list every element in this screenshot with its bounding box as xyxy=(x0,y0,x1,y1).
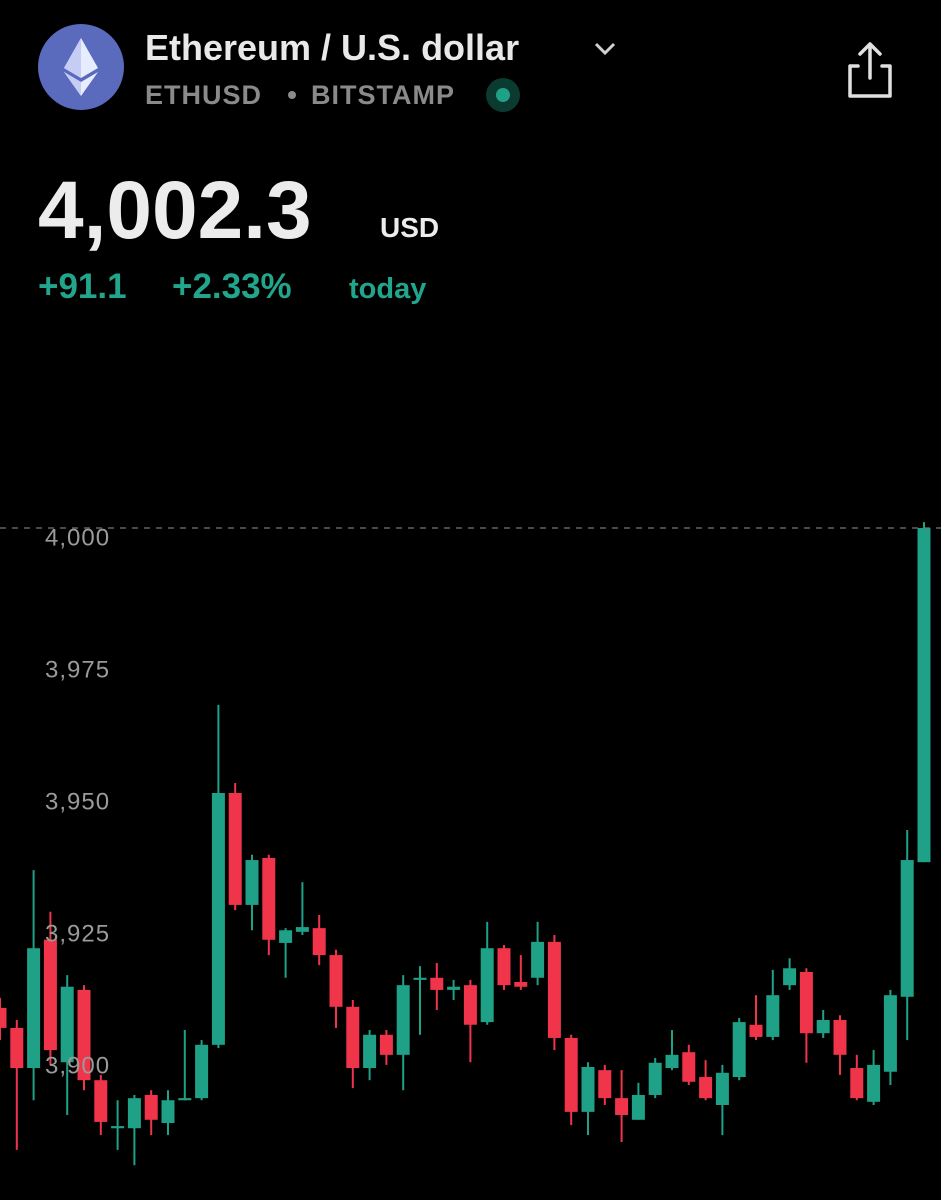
candle-body xyxy=(497,948,511,986)
candle-body xyxy=(228,792,242,905)
candle-body xyxy=(178,1098,192,1101)
share-button[interactable] xyxy=(848,42,892,98)
candle-body xyxy=(547,941,561,1038)
symbol-title[interactable]: Ethereum / U.S. dollar xyxy=(145,27,519,68)
candle-body xyxy=(514,981,528,987)
candle-body xyxy=(447,986,461,990)
y-tick-label: 4,000 xyxy=(45,524,110,551)
candle-body xyxy=(10,1027,24,1069)
price-change: +91.1 xyxy=(38,267,127,306)
candle-body xyxy=(648,1062,662,1095)
candle-body xyxy=(346,1006,360,1069)
candle-body xyxy=(749,1024,763,1037)
separator-dot xyxy=(288,91,296,99)
candle-body xyxy=(195,1044,209,1099)
candle-body xyxy=(598,1070,612,1099)
candle-body xyxy=(245,860,259,905)
candle-body xyxy=(211,792,225,1045)
candle-body xyxy=(27,948,41,1069)
candle-body xyxy=(783,968,797,986)
candle-body xyxy=(43,939,57,1051)
candle-body xyxy=(279,930,293,943)
dropdown-chevron[interactable] xyxy=(594,42,616,56)
candle-body xyxy=(631,1094,645,1120)
candle-body xyxy=(295,927,309,932)
candle-body xyxy=(363,1034,377,1069)
candle-body xyxy=(77,989,91,1081)
candle-body xyxy=(833,1020,847,1055)
candle-body xyxy=(682,1052,696,1082)
last-price: 4,002.3 xyxy=(38,165,312,256)
candle-body xyxy=(111,1126,125,1129)
candle-body xyxy=(413,977,427,980)
candle-body xyxy=(665,1054,679,1069)
candle-body xyxy=(262,857,276,940)
change-period: today xyxy=(349,273,426,305)
candle-body xyxy=(463,985,477,1025)
candle-body xyxy=(766,995,780,1037)
percent-change: +2.33% xyxy=(172,267,292,306)
candle-body xyxy=(480,948,494,1023)
candle-body xyxy=(850,1068,864,1099)
candle-body xyxy=(379,1034,393,1055)
candle-body xyxy=(699,1077,713,1099)
coin-icon xyxy=(38,24,124,110)
candle-body xyxy=(127,1098,141,1129)
candle-body xyxy=(430,977,444,990)
candle-body xyxy=(144,1094,158,1120)
price-chart: 4,000 3,975 3,950 3,925 3,900 xyxy=(0,522,941,1166)
y-tick-label: 3,900 xyxy=(45,1052,110,1079)
candle-body xyxy=(715,1072,729,1106)
y-tick-label: 3,925 xyxy=(45,920,110,947)
currency: USD xyxy=(380,212,439,243)
status-dot xyxy=(496,88,510,102)
candle-body xyxy=(581,1066,595,1112)
candle-body xyxy=(816,1020,830,1034)
candle-body xyxy=(60,986,74,1063)
candle-body xyxy=(799,971,813,1034)
candle-body xyxy=(396,985,410,1055)
candle-body xyxy=(883,995,897,1072)
candle-body xyxy=(867,1064,881,1102)
candle-body xyxy=(900,860,914,997)
candle-body xyxy=(94,1080,108,1122)
candle-body xyxy=(0,1007,7,1028)
y-tick-label: 3,950 xyxy=(45,788,110,815)
candle-body xyxy=(329,955,343,1007)
candle-body xyxy=(615,1098,629,1116)
exchange: BITSTAMP xyxy=(311,80,455,110)
candle-body xyxy=(732,1022,746,1078)
candle-body xyxy=(312,928,326,956)
candle-body xyxy=(161,1100,175,1123)
ticker: ETHUSD xyxy=(145,80,262,110)
candle-body xyxy=(564,1037,578,1112)
candle-body xyxy=(917,527,931,863)
candle-body xyxy=(531,941,545,978)
y-tick-label: 3,975 xyxy=(45,656,110,683)
